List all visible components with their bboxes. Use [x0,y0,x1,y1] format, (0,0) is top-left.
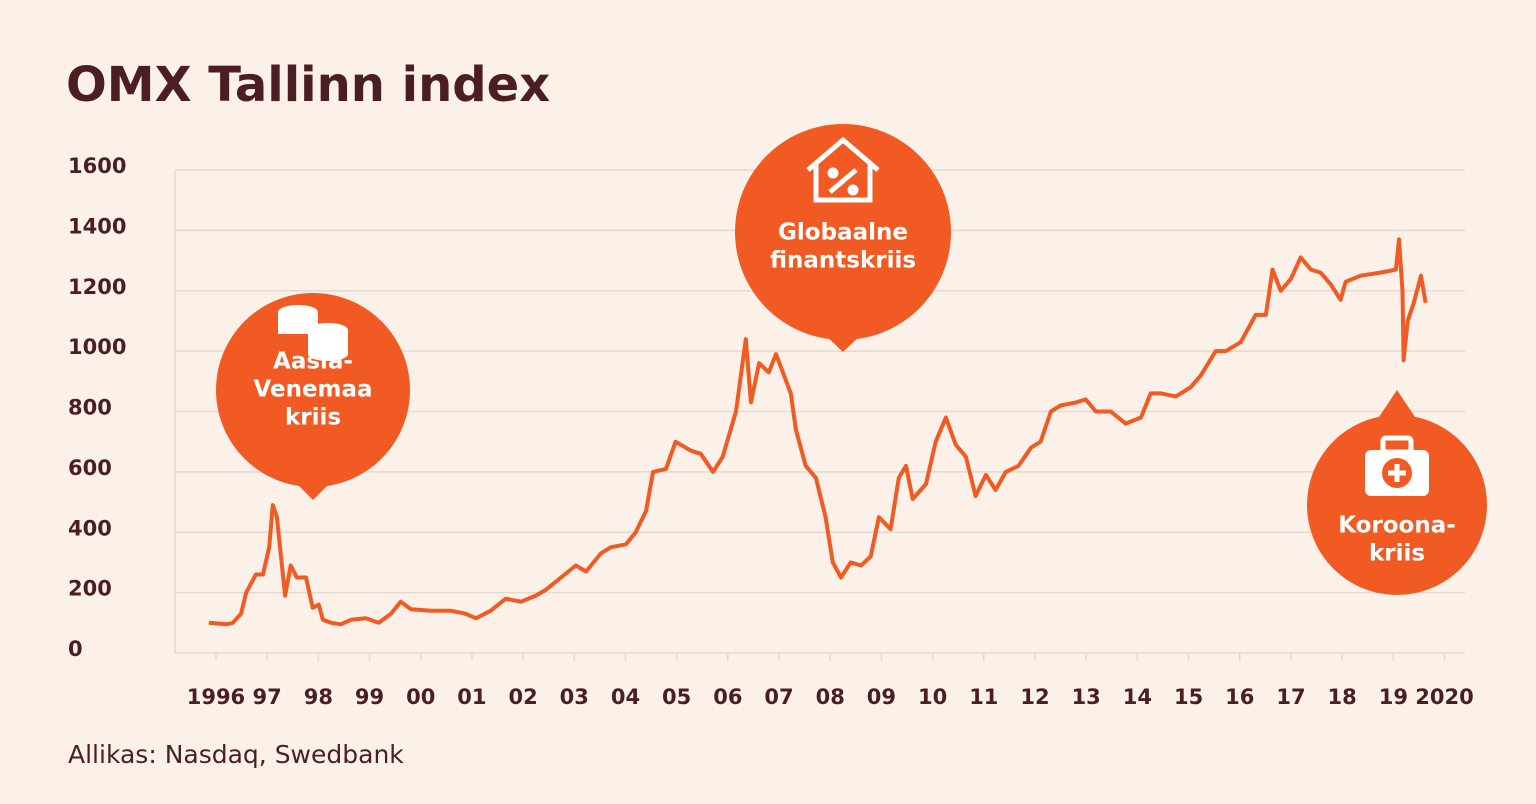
x-tick-label: 06 [713,685,742,709]
medkit-icon [1365,435,1429,496]
y-tick-label: 1400 [68,214,126,238]
annotations: Aasia-VenemaakriisGlobaalnefinantskriisK… [216,124,1487,595]
annotation-text: Koroona- [1338,513,1456,539]
annotation-text: finantskriis [770,248,916,274]
annotation-text: kriis [1369,541,1425,567]
bubble [216,293,410,487]
x-tick-label: 18 [1328,685,1357,709]
y-tick-label: 1200 [68,275,126,299]
y-tick-label: 400 [68,516,112,540]
y-tick-label: 1000 [68,335,126,359]
bubble-pointer [1377,390,1417,420]
x-tick-label: 19 [1379,685,1408,709]
x-tick-label: 07 [764,685,793,709]
x-tick-label: 03 [560,685,589,709]
chart-title: OMX Tallinn index [66,57,550,113]
x-tick-label: 98 [304,685,333,709]
y-tick-label: 800 [68,396,112,420]
index-line [208,237,1428,627]
x-tick-label: 12 [1020,685,1049,709]
x-tick-label: 2020 [1415,685,1473,709]
x-tick-label: 13 [1072,685,1101,709]
y-tick-label: 1600 [68,154,126,178]
x-tick-label: 01 [457,685,486,709]
house-icon [806,136,880,203]
plot [208,237,1428,627]
bubble [735,124,951,340]
x-tick-label: 1996 [187,685,245,709]
x-tick-label: 15 [1174,685,1203,709]
x-tick-label: 02 [508,685,537,709]
x-tick-label: 11 [969,685,998,709]
annotation-text: kriis [285,405,341,431]
annotation-text: Globaalne [778,220,908,246]
x-tick-label: 05 [662,685,691,709]
y-tick-label: 200 [68,577,112,601]
y-tick-label: 600 [68,456,112,480]
annotation-text: Aasia- [273,349,353,375]
bubble [1307,415,1487,595]
x-tick-label: 17 [1276,685,1305,709]
source-note: Allikas: Nasdaq, Swedbank [68,740,404,769]
x-tick-label: 99 [355,685,384,709]
x-tick-label: 97 [253,685,282,709]
bubble-pointer [820,330,866,352]
x-tick-label: 09 [867,685,896,709]
coins-icon [278,305,348,361]
x-tick-label: 16 [1225,685,1254,709]
x-tick-label: 00 [406,685,435,709]
bubble-pointer [293,480,333,500]
x-tick-label: 14 [1123,685,1152,709]
x-tick-label: 08 [816,685,845,709]
y-tick-label: 0 [68,637,83,661]
x-tick-label: 04 [611,685,640,709]
annotation-text: Venemaa [253,377,372,403]
x-tick-label: 10 [918,685,947,709]
